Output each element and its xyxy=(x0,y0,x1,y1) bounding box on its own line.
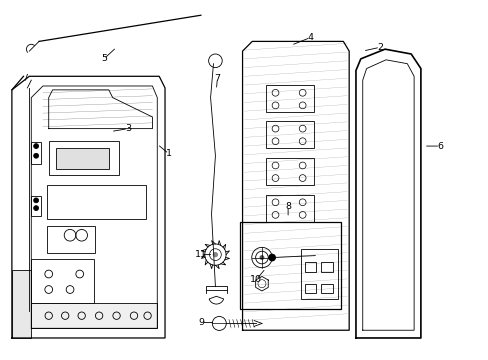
Text: 6: 6 xyxy=(436,141,443,150)
Text: 9: 9 xyxy=(198,318,203,327)
Bar xyxy=(321,262,332,272)
Bar xyxy=(304,262,316,272)
Text: 3: 3 xyxy=(125,124,131,133)
Bar xyxy=(31,197,41,216)
Text: 7: 7 xyxy=(214,74,220,83)
Bar xyxy=(47,185,145,219)
Bar xyxy=(265,269,314,296)
Bar xyxy=(265,121,314,148)
Circle shape xyxy=(34,206,39,211)
Text: 8: 8 xyxy=(285,202,290,211)
Text: 2: 2 xyxy=(376,43,383,52)
Bar xyxy=(239,222,341,309)
Circle shape xyxy=(34,144,39,149)
Circle shape xyxy=(34,198,39,203)
Circle shape xyxy=(34,153,39,158)
Circle shape xyxy=(259,255,264,260)
Bar xyxy=(31,260,94,303)
Bar xyxy=(265,230,314,257)
Bar xyxy=(31,142,41,163)
Bar xyxy=(31,303,157,328)
Circle shape xyxy=(212,252,218,257)
Text: 5: 5 xyxy=(101,54,107,63)
Bar xyxy=(321,284,332,293)
Text: 11: 11 xyxy=(195,250,206,259)
Bar xyxy=(300,249,337,299)
Bar xyxy=(47,226,95,253)
Bar xyxy=(12,270,31,338)
Text: 1: 1 xyxy=(165,149,172,158)
Text: 4: 4 xyxy=(307,33,313,42)
Bar xyxy=(265,194,314,222)
Bar xyxy=(304,284,316,293)
Text: 10: 10 xyxy=(250,275,262,284)
Bar xyxy=(56,148,109,169)
Bar xyxy=(265,85,314,112)
Circle shape xyxy=(268,254,275,261)
Bar xyxy=(265,158,314,185)
Bar xyxy=(49,141,118,175)
